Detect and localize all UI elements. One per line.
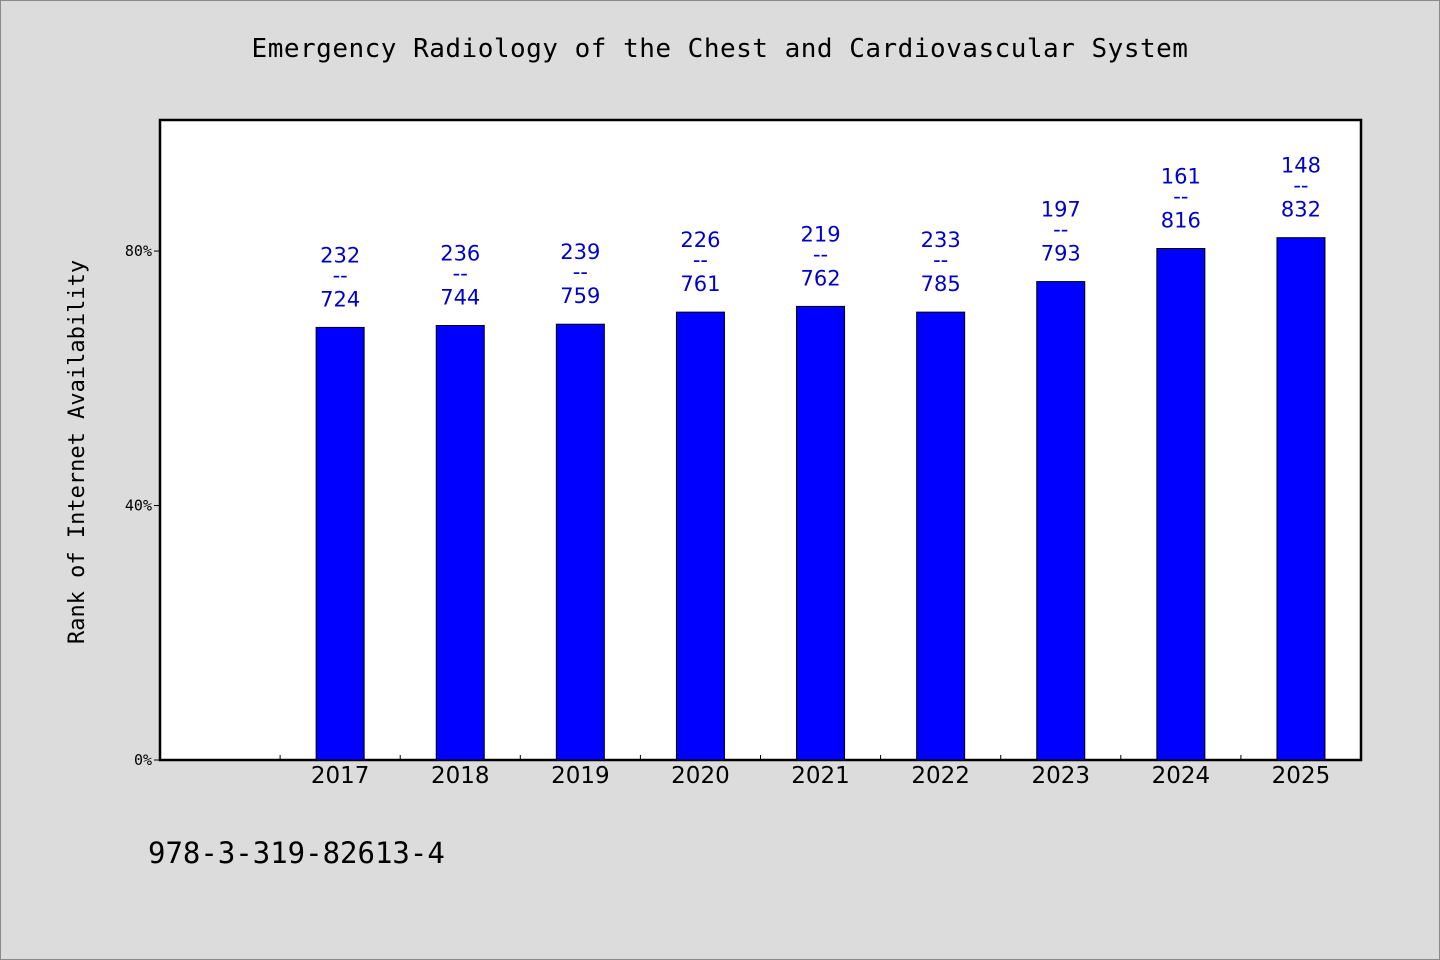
x-tick-label: 2019: [551, 763, 610, 789]
bar-data-label-separator: --: [1293, 174, 1308, 198]
bar: [796, 305, 846, 761]
bar-data-label-separator: --: [1173, 185, 1188, 209]
isbn-label: 978-3-319-82613-4: [148, 836, 445, 870]
x-tick-label: 2024: [1152, 763, 1211, 789]
bar-data-label-separator: --: [573, 260, 588, 284]
bar: [1156, 248, 1206, 761]
y-tick-label: 80%: [125, 242, 152, 260]
bar: [675, 311, 725, 761]
bar-data-label-top: 148: [1281, 154, 1321, 178]
x-tick-label: 2018: [431, 763, 490, 789]
bar-data-label-top: 197: [1041, 198, 1081, 222]
bar-data-label-top: 236: [440, 241, 480, 265]
bar-data-label-separator: --: [333, 263, 348, 287]
bar-data-label-bottom: 744: [440, 285, 480, 309]
bar-data-label-separator: --: [933, 248, 948, 272]
bar-data-label-top: 226: [680, 228, 720, 252]
bar: [1276, 237, 1326, 761]
chart-title: Emergency Radiology of the Chest and Car…: [251, 34, 1189, 64]
x-tick-label: 2020: [671, 763, 730, 789]
y-axis-title: Rank of Internet Availability: [65, 260, 90, 644]
bar-data-label-bottom: 759: [560, 284, 600, 308]
bar-data-label-separator: --: [1053, 218, 1068, 242]
bar-data-label-separator: --: [453, 261, 468, 285]
bar-data-label-separator: --: [813, 242, 828, 266]
bar-data-label-separator: --: [693, 248, 708, 272]
bar-data-label-top: 239: [560, 240, 600, 264]
bar: [435, 324, 485, 761]
bar-data-label-top: 233: [921, 228, 961, 252]
x-tick-label: 2017: [311, 763, 370, 789]
bar-data-label-top: 219: [801, 222, 841, 246]
bar-data-label-bottom: 761: [680, 272, 720, 296]
x-tick-label: 2022: [911, 763, 970, 789]
bar-data-label-top: 161: [1161, 165, 1201, 189]
bar: [555, 323, 605, 761]
y-tick-label: 0%: [134, 751, 152, 769]
x-tick-label: 2025: [1272, 763, 1331, 789]
bar-data-label-bottom: 762: [801, 266, 841, 290]
bar-data-label-top: 232: [320, 243, 360, 267]
bar: [916, 311, 966, 761]
bar-data-label-bottom: 724: [320, 287, 360, 311]
x-tick-label: 2021: [791, 763, 850, 789]
bar: [1036, 281, 1086, 761]
bar: [315, 326, 365, 761]
bar-data-label-bottom: 785: [921, 272, 961, 296]
bar-data-label-bottom: 832: [1281, 198, 1321, 222]
bar-data-label-bottom: 793: [1041, 242, 1081, 266]
y-tick-label: 40%: [125, 497, 152, 515]
x-tick-label: 2023: [1031, 763, 1090, 789]
bar-data-label-bottom: 816: [1161, 209, 1201, 233]
